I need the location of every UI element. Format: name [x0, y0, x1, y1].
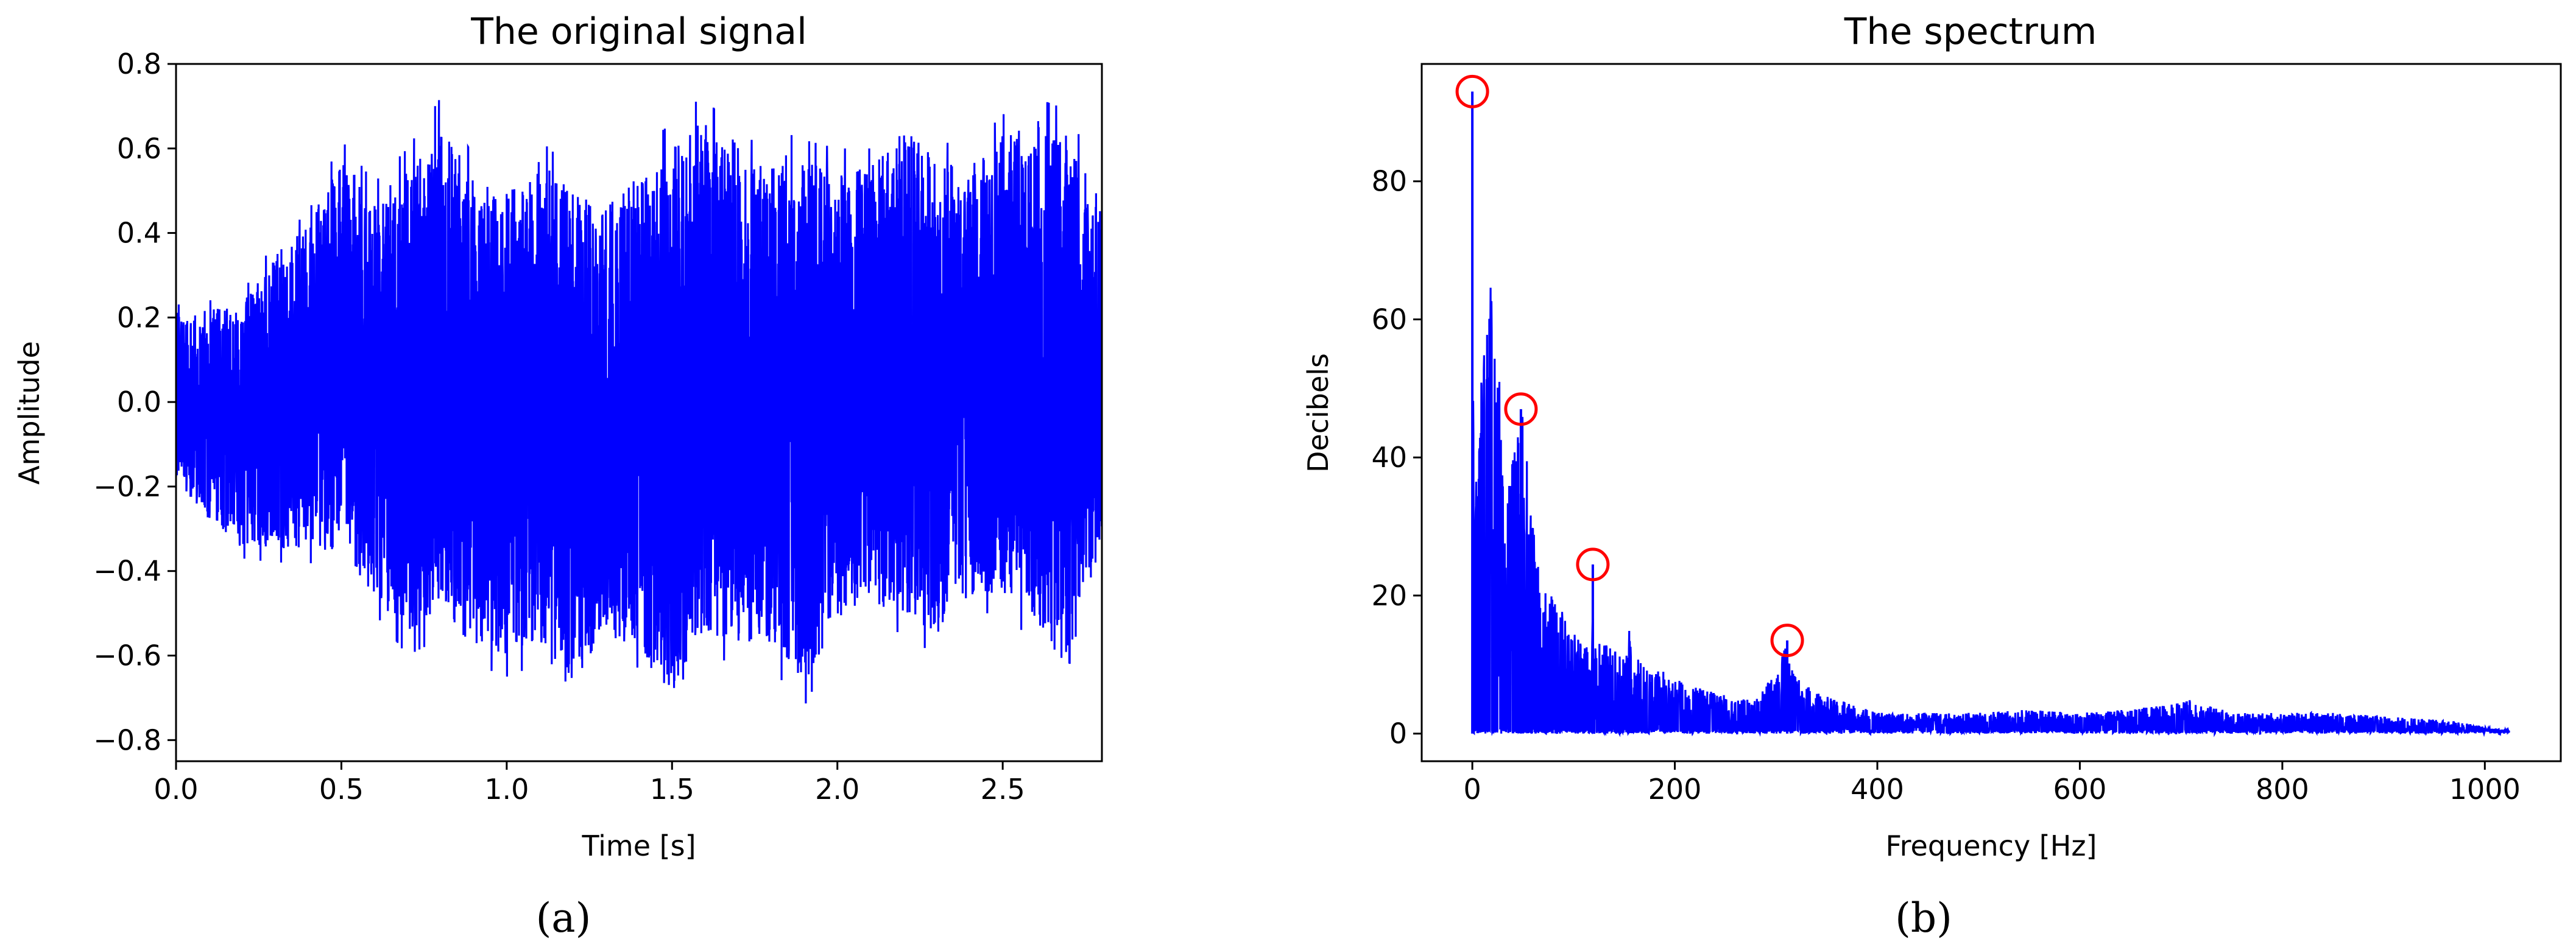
spectrum-x-ticks: 0 200 400 600 800 1000	[1463, 761, 2521, 806]
spectrum-x-tick-label: 600	[2053, 773, 2107, 806]
spectrum-x-tick-label: 400	[1851, 773, 1904, 806]
signal-x-tick-label: 1.5	[650, 773, 694, 806]
spectrum-x-tick-label: 200	[1648, 773, 1702, 806]
signal-chart-title: The original signal	[470, 10, 806, 53]
signal-y-tick-label: −0.8	[93, 723, 161, 756]
spectrum-y-tick-label: 60	[1371, 303, 1407, 336]
signal-axes-frame	[175, 63, 1103, 762]
spectrum-x-axis-label: Frequency [Hz]	[1886, 829, 2097, 862]
signal-x-axis-label: Time [s]	[581, 829, 696, 862]
peak-marker	[1576, 547, 1610, 582]
signal-y-ticks: −0.8 −0.6 −0.4 −0.2 0.0 0.2 0.4 0.6 0.8	[93, 47, 176, 756]
spectrum-x-tick-label: 0	[1463, 773, 1481, 806]
signal-y-tick-label: −0.4	[93, 555, 161, 588]
spectrum-axes-frame	[1420, 63, 2562, 762]
spectrum-y-tick-label: 40	[1371, 441, 1407, 474]
signal-y-tick-label: 0.0	[117, 385, 161, 418]
panel-label-a: (a)	[536, 895, 591, 941]
panel-label-b: (b)	[1895, 895, 1952, 941]
signal-y-axis-label: Amplitude	[13, 341, 46, 485]
signal-y-tick-label: −0.6	[93, 639, 161, 672]
spectrum-x-tick-label: 1000	[2449, 773, 2521, 806]
signal-y-tick-label: 0.6	[117, 132, 161, 165]
signal-line	[176, 100, 1102, 704]
signal-y-tick-label: 0.8	[117, 47, 161, 80]
signal-y-tick-label: 0.2	[117, 301, 161, 334]
spectrum-y-tick-label: 80	[1371, 165, 1407, 198]
signal-y-tick-label: 0.4	[117, 217, 161, 250]
peak-marker	[1770, 624, 1804, 658]
spectrum-y-tick-label: 20	[1371, 579, 1407, 612]
peak-marker	[1455, 74, 1489, 108]
signal-chart: The original signal 0.0 0.5 1.0 1.5 2.0 2.5 −…	[13, 10, 1103, 941]
signal-x-tick-label: 2.5	[981, 773, 1025, 806]
spectrum-line	[1471, 233, 2510, 737]
spectrum-chart: The spectrum 0 200 400 600 800 1000 0 20 40 60 80…	[1302, 10, 2562, 941]
peak-marker	[1504, 392, 1538, 426]
signal-y-tick-label: −0.2	[93, 470, 161, 503]
spectrum-chart-title: The spectrum	[1844, 10, 2097, 53]
spectrum-y-ticks: 0 20 40 60 80	[1371, 165, 1422, 750]
signal-plot-area	[176, 100, 1102, 704]
signal-x-tick-label: 0.0	[154, 773, 198, 806]
spectrum-x-tick-label: 800	[2256, 773, 2309, 806]
signal-x-ticks: 0.0 0.5 1.0 1.5 2.0 2.5	[154, 761, 1025, 806]
signal-x-tick-label: 1.0	[484, 773, 529, 806]
signal-x-tick-label: 2.0	[815, 773, 859, 806]
spectrum-y-axis-label: Decibels	[1302, 353, 1335, 473]
spectrum-plot-area	[1455, 74, 2510, 737]
signal-x-tick-label: 0.5	[319, 773, 364, 806]
spectrum-y-tick-label: 0	[1389, 717, 1407, 750]
